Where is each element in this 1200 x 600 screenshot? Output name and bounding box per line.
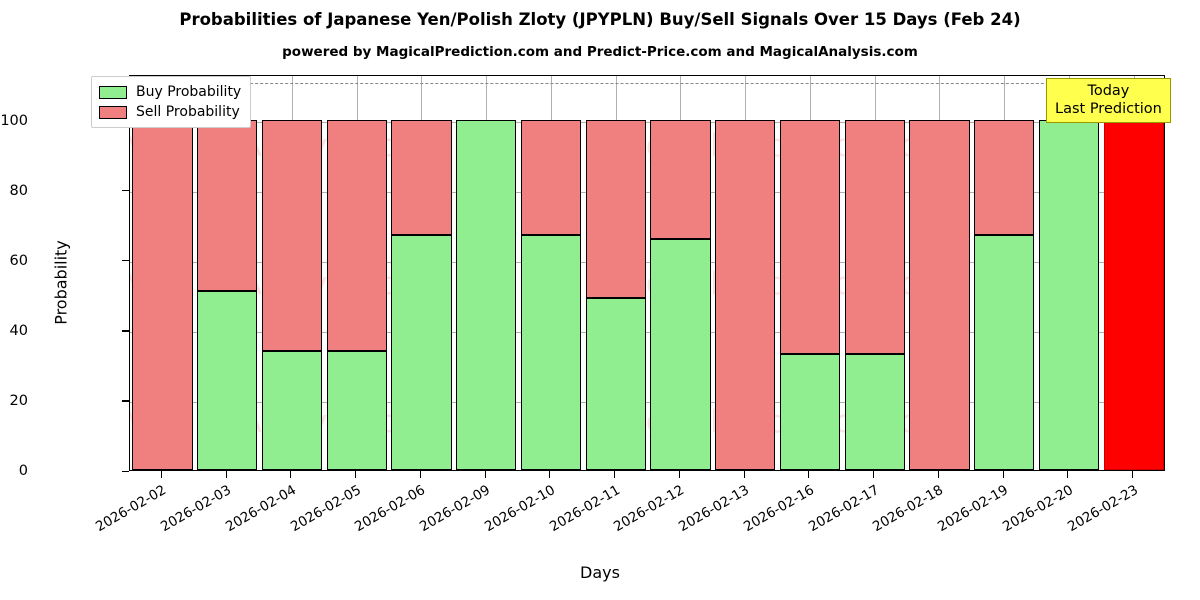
bar-segment-buy[interactable] <box>650 238 711 470</box>
bar-segment-sell[interactable] <box>520 119 581 236</box>
bar-segment-buy[interactable] <box>391 235 452 470</box>
x-axis-tick-mark <box>614 471 616 478</box>
y-axis-tick-mark <box>122 190 129 192</box>
bar-segment-sell[interactable] <box>326 119 387 351</box>
bar-segment-sell[interactable] <box>974 119 1035 236</box>
bar-segment-sell[interactable] <box>650 119 711 239</box>
x-axis-tick-mark <box>937 471 939 478</box>
bar-group[interactable] <box>1103 76 1164 470</box>
x-axis-tick-mark <box>873 471 875 478</box>
x-axis-tick-mark <box>743 471 745 478</box>
bar-segment-buy[interactable] <box>261 350 322 470</box>
y-axis-tick-label: 0 <box>18 463 28 479</box>
bar-segment-sell[interactable] <box>132 119 193 470</box>
gridline-horizontal <box>130 401 1164 403</box>
bar-group[interactable] <box>261 76 322 470</box>
y-axis-tick-mark <box>122 400 129 402</box>
bar-group[interactable] <box>132 76 193 470</box>
y-axis-tick-label: 60 <box>9 252 28 269</box>
bar-segment-today[interactable] <box>1103 119 1164 470</box>
bar-group[interactable] <box>909 76 970 470</box>
bar-segment-buy[interactable] <box>974 235 1035 470</box>
x-axis-tick-mark <box>1067 471 1069 478</box>
legend-swatch-buy-icon <box>99 85 127 99</box>
today-annotation: Today Last Prediction <box>1046 78 1171 123</box>
legend-item-sell: Sell Probability <box>99 102 241 122</box>
x-axis-tick-mark <box>355 471 357 478</box>
today-annotation-line1: Today <box>1087 83 1130 99</box>
legend-item-buy: Buy Probability <box>99 82 241 102</box>
bar-segment-buy[interactable] <box>844 354 905 470</box>
bar-group[interactable] <box>520 76 581 470</box>
y-axis-tick-label: 20 <box>9 392 28 409</box>
y-axis-label: Probability <box>51 240 71 325</box>
bar-group[interactable] <box>326 76 387 470</box>
gridline-horizontal <box>130 261 1164 263</box>
bar-segment-sell[interactable] <box>197 119 258 292</box>
x-axis-tick-mark <box>549 471 551 478</box>
bar-segment-buy[interactable] <box>779 354 840 470</box>
gridline-horizontal <box>130 331 1164 333</box>
x-axis-tick-mark <box>808 471 810 478</box>
x-axis-tick-mark <box>160 471 162 478</box>
today-annotation-line2: Last Prediction <box>1055 101 1162 117</box>
y-axis-tick-mark <box>122 470 129 472</box>
bar-group[interactable] <box>715 76 776 470</box>
x-axis-tick-mark <box>419 471 421 478</box>
chart-legend: Buy Probability Sell Probability <box>91 76 252 128</box>
gridline-horizontal <box>130 121 1164 123</box>
x-axis-tick-mark <box>484 471 486 478</box>
plot-area: MagicalAnalysis.comMagicalPrediction.com… <box>129 75 1165 471</box>
legend-label-buy: Buy Probability <box>136 84 242 100</box>
bar-segment-buy[interactable] <box>1038 119 1099 470</box>
bar-segment-sell[interactable] <box>261 119 322 351</box>
gridline-horizontal <box>130 191 1164 193</box>
bar-segment-buy[interactable] <box>520 235 581 470</box>
x-axis-tick-mark <box>290 471 292 478</box>
x-axis-label: Days <box>580 563 620 582</box>
bar-segment-sell[interactable] <box>779 119 840 355</box>
bar-group[interactable] <box>779 76 840 470</box>
bar-segment-sell[interactable] <box>715 119 776 470</box>
bar-group[interactable] <box>844 76 905 470</box>
bar-group[interactable] <box>197 76 258 470</box>
bar-segment-buy[interactable] <box>585 298 646 470</box>
y-axis-tick-label: 80 <box>9 182 28 199</box>
bar-group[interactable] <box>585 76 646 470</box>
y-axis-tick-mark <box>122 330 129 332</box>
y-axis-tick-label: 40 <box>9 322 28 339</box>
y-axis-tick-label: 100 <box>0 112 28 129</box>
chart-subtitle: powered by MagicalPrediction.com and Pre… <box>282 44 918 60</box>
legend-swatch-sell-icon <box>99 105 127 119</box>
reference-dashed-line <box>130 83 1164 84</box>
bar-group[interactable] <box>1038 76 1099 470</box>
x-axis-tick-mark <box>225 471 227 478</box>
x-axis-tick-mark <box>1002 471 1004 478</box>
bar-group[interactable] <box>650 76 711 470</box>
bar-segment-sell[interactable] <box>844 119 905 355</box>
bar-segment-sell[interactable] <box>585 119 646 299</box>
bar-group[interactable] <box>391 76 452 470</box>
x-axis-tick-mark <box>678 471 680 478</box>
bar-segment-sell[interactable] <box>909 119 970 470</box>
bar-segment-sell[interactable] <box>391 119 452 236</box>
legend-label-sell: Sell Probability <box>136 104 240 120</box>
y-axis-tick-mark <box>122 260 129 262</box>
bar-segment-buy[interactable] <box>197 291 258 470</box>
bar-segment-buy[interactable] <box>456 119 517 470</box>
bar-group[interactable] <box>974 76 1035 470</box>
bar-segment-buy[interactable] <box>326 350 387 470</box>
bar-group[interactable] <box>456 76 517 470</box>
x-axis-tick-mark <box>1132 471 1134 478</box>
chart-title: Probabilities of Japanese Yen/Polish Zlo… <box>179 10 1021 29</box>
